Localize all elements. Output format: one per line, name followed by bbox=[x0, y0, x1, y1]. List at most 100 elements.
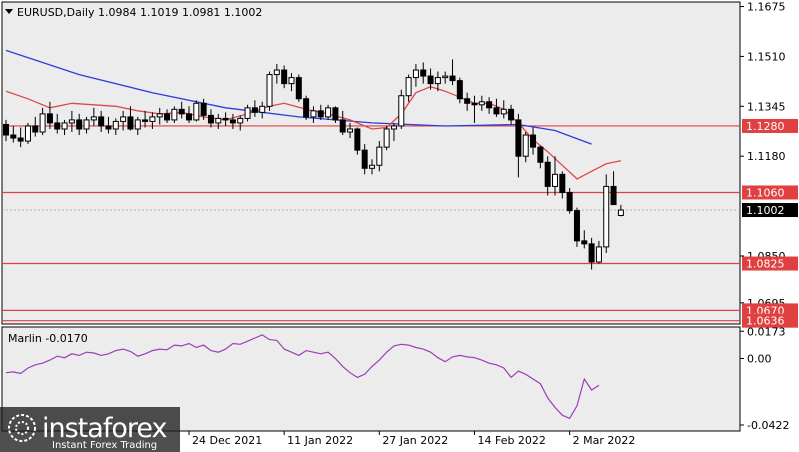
candle-body bbox=[222, 117, 229, 121]
brand-name: instaforex bbox=[42, 413, 167, 444]
candle-body bbox=[456, 80, 463, 100]
candle-body bbox=[178, 108, 185, 115]
candle-body bbox=[486, 101, 493, 109]
marlin-indicator bbox=[5, 334, 600, 420]
candle-body bbox=[369, 164, 375, 169]
time-tick-label: 24 Dec 2021 bbox=[192, 434, 262, 447]
candle-body bbox=[508, 108, 515, 121]
candle-body bbox=[251, 107, 258, 113]
candle-body bbox=[164, 113, 171, 121]
candle-body bbox=[17, 137, 24, 142]
candle-body bbox=[317, 110, 324, 118]
candle-body bbox=[376, 146, 383, 166]
candle-body bbox=[83, 119, 90, 130]
candle-body bbox=[142, 119, 149, 122]
time-tick-label: 27 Jan 2022 bbox=[382, 434, 448, 447]
candle-body bbox=[310, 110, 317, 118]
candle-body bbox=[171, 108, 178, 121]
candle-body bbox=[193, 102, 200, 121]
candle-body bbox=[581, 240, 588, 245]
candle-body bbox=[127, 116, 134, 130]
candle-body bbox=[281, 69, 288, 85]
candle-body bbox=[566, 191, 573, 212]
indicator-axis: 0.0173 0.00 -0.0422 bbox=[740, 325, 789, 432]
candlesticks bbox=[3, 59, 624, 270]
candle-body bbox=[420, 69, 427, 77]
candle-body bbox=[595, 246, 602, 263]
candle-body bbox=[347, 128, 354, 133]
indicator-label: Marlin -0.0170 bbox=[8, 332, 88, 345]
candle-body bbox=[478, 101, 485, 106]
price-pane bbox=[1, 1, 741, 325]
candle-body bbox=[537, 146, 544, 163]
current-price-bg bbox=[742, 203, 798, 218]
candle-body bbox=[552, 173, 558, 187]
candle-body bbox=[588, 243, 595, 263]
candle-body bbox=[544, 161, 551, 187]
candle-body bbox=[3, 123, 9, 136]
horizontal-levels bbox=[2, 125, 740, 322]
candle-body bbox=[98, 116, 105, 127]
candle-body bbox=[442, 75, 449, 79]
candle-body bbox=[54, 122, 61, 130]
indicator-tick-label: 0.0173 bbox=[747, 325, 786, 338]
indicator-tick-label: -0.0422 bbox=[747, 419, 789, 432]
candle-body bbox=[237, 117, 244, 124]
instaforex-watermark: instaforex Instant Forex Trading bbox=[0, 407, 180, 452]
candle-body bbox=[573, 210, 580, 242]
candle-body bbox=[390, 125, 397, 130]
candle-body bbox=[559, 173, 566, 193]
candle-body bbox=[383, 128, 390, 148]
candle-body bbox=[273, 69, 280, 76]
level-label: 1.1060 bbox=[746, 186, 785, 199]
candle-body bbox=[493, 107, 500, 115]
candle-body bbox=[295, 77, 302, 100]
candle-body bbox=[266, 74, 273, 107]
dropdown-triangle-icon[interactable] bbox=[5, 9, 13, 14]
time-tick-label: 11 Jan 2022 bbox=[287, 434, 353, 447]
candle-body bbox=[244, 107, 251, 119]
candle-body bbox=[68, 119, 75, 124]
candle-body bbox=[412, 69, 419, 79]
candle-body bbox=[303, 98, 310, 118]
candle-body bbox=[46, 113, 53, 124]
time-axis: 24 Dec 2021 11 Jan 2022 27 Jan 2022 14 Feb … bbox=[188, 431, 636, 447]
brand-tagline: Instant Forex Trading bbox=[52, 440, 157, 451]
candle-body bbox=[398, 95, 405, 127]
candle-body bbox=[471, 102, 478, 106]
candle-body bbox=[215, 117, 222, 124]
candle-body bbox=[200, 102, 207, 116]
level-label-bg bbox=[742, 313, 798, 328]
time-tick-label: 2 Mar 2022 bbox=[573, 434, 636, 447]
candle-body bbox=[332, 107, 339, 121]
candle-body bbox=[339, 119, 346, 133]
candle-body bbox=[500, 108, 507, 115]
candle-body bbox=[530, 134, 537, 148]
candle-body bbox=[32, 125, 39, 133]
candle-body bbox=[90, 116, 97, 121]
candle-body bbox=[610, 185, 617, 206]
candle-body bbox=[325, 107, 332, 118]
candle-body bbox=[449, 75, 456, 82]
candle-body bbox=[76, 119, 83, 130]
level-label-bg bbox=[742, 185, 798, 200]
level-label: 1.0825 bbox=[746, 258, 785, 271]
candle-body bbox=[134, 119, 141, 130]
price-tick-label: 1.1180 bbox=[747, 150, 786, 163]
price-axis: 1.16751.15101.13451.11801.08501.06951.12… bbox=[740, 1, 798, 328]
candle-body bbox=[427, 75, 434, 85]
level-label-bg bbox=[742, 118, 798, 133]
level-label: 1.1280 bbox=[746, 120, 785, 133]
candle-body bbox=[156, 113, 163, 118]
candle-body bbox=[39, 113, 46, 133]
candle-body bbox=[361, 149, 368, 169]
candle-body bbox=[207, 114, 214, 124]
candle-body bbox=[288, 77, 295, 85]
candle-body bbox=[61, 122, 68, 130]
candle-body bbox=[149, 116, 156, 122]
time-tick-label: 14 Feb 2022 bbox=[477, 434, 545, 447]
level-label: 1.0636 bbox=[746, 315, 785, 328]
candle-body bbox=[522, 134, 529, 157]
candle-body bbox=[120, 116, 127, 122]
